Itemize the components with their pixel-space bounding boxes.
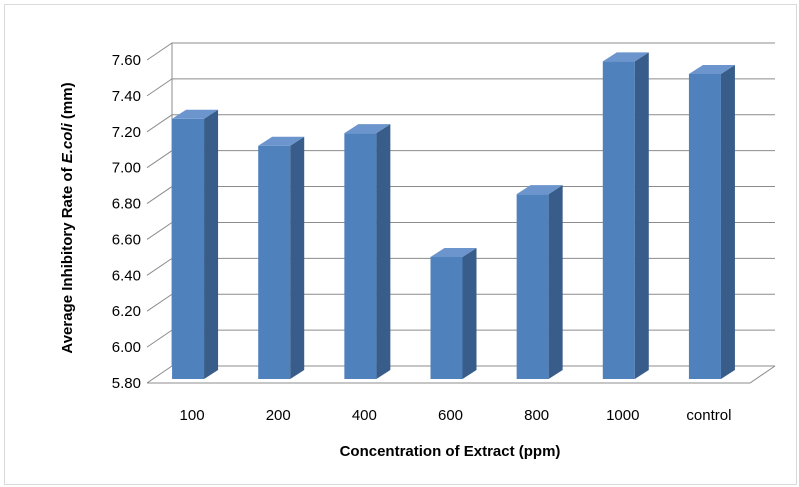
gridline xyxy=(146,257,775,276)
gridline xyxy=(146,78,775,97)
y-tick-label: 6.80 xyxy=(112,196,141,213)
bar-600 xyxy=(430,247,477,379)
bar-top xyxy=(344,124,391,134)
y-tick-label: 7.00 xyxy=(112,160,141,177)
y-axis-title-prefix: Average Inhibitory Rate of xyxy=(59,163,76,353)
gridline xyxy=(146,150,775,169)
bar-400 xyxy=(344,124,391,380)
bar-control xyxy=(688,64,735,379)
floor-edge xyxy=(147,365,776,384)
gridline xyxy=(146,221,775,240)
bar-top xyxy=(602,52,649,62)
gridlines xyxy=(146,42,776,384)
x-axis-title: Concentration of Extract (ppm) xyxy=(340,443,561,460)
gridline xyxy=(146,329,775,348)
x-axis-ticks: 100 200 400 600 800 1000 control xyxy=(180,407,732,424)
bar-1000 xyxy=(602,52,649,380)
y-tick-label: 7.60 xyxy=(112,52,141,69)
y-tick-label: 7.20 xyxy=(112,124,141,141)
chart-frame xyxy=(4,4,797,485)
gridline xyxy=(146,186,775,204)
bar-front xyxy=(688,73,721,379)
y-tick-label: 6.00 xyxy=(112,339,141,356)
bar-front xyxy=(258,145,291,379)
bar-front xyxy=(172,118,205,380)
bar-side xyxy=(290,136,305,379)
bar-front xyxy=(344,133,377,379)
bar-side xyxy=(548,185,563,379)
x-tick-label: 600 xyxy=(438,407,463,424)
bar-side xyxy=(204,109,219,380)
x-tick-label: control xyxy=(686,407,731,424)
x-tick-label: 200 xyxy=(266,407,291,424)
bar-200 xyxy=(258,136,305,379)
y-axis-title: Average Inhibitory Rate of E.coli (mm) xyxy=(59,82,76,353)
x-tick-label: 400 xyxy=(352,407,377,424)
bar-side xyxy=(462,247,477,379)
x-tick-label: 800 xyxy=(524,407,549,424)
x-tick-label: 100 xyxy=(180,407,205,424)
y-tick-label: 6.60 xyxy=(112,231,141,248)
bar-side xyxy=(376,124,391,380)
bar-top xyxy=(516,185,563,195)
gridline xyxy=(146,365,775,384)
bar-100 xyxy=(172,109,219,380)
y-tick-label: 7.40 xyxy=(112,88,141,105)
y-tick-label: 6.40 xyxy=(112,267,141,284)
x-tick-label: 1000 xyxy=(606,407,639,424)
bar-side xyxy=(634,52,649,380)
y-axis-title-suffix: (mm) xyxy=(59,82,76,123)
y-tick-label: 5.80 xyxy=(112,375,141,392)
bar-front xyxy=(516,194,549,379)
bar-top xyxy=(258,136,305,146)
bar-top xyxy=(172,109,219,119)
gridline xyxy=(146,114,775,133)
bar-top xyxy=(688,64,735,74)
gridline xyxy=(146,42,775,61)
gridline xyxy=(146,293,775,312)
y-tick-label: 6.20 xyxy=(112,303,141,320)
y-axis-title-italic: E.coli xyxy=(59,122,76,163)
bar-front xyxy=(602,61,635,380)
bars xyxy=(172,52,735,380)
bar-top xyxy=(430,247,477,257)
y-axis-ticks: 5.80 6.00 6.20 6.40 6.60 6.80 7.00 7.20 7.40 7.60 xyxy=(112,52,141,392)
bar-side xyxy=(720,64,735,379)
bar-800 xyxy=(516,185,563,379)
bar-front xyxy=(430,256,463,379)
